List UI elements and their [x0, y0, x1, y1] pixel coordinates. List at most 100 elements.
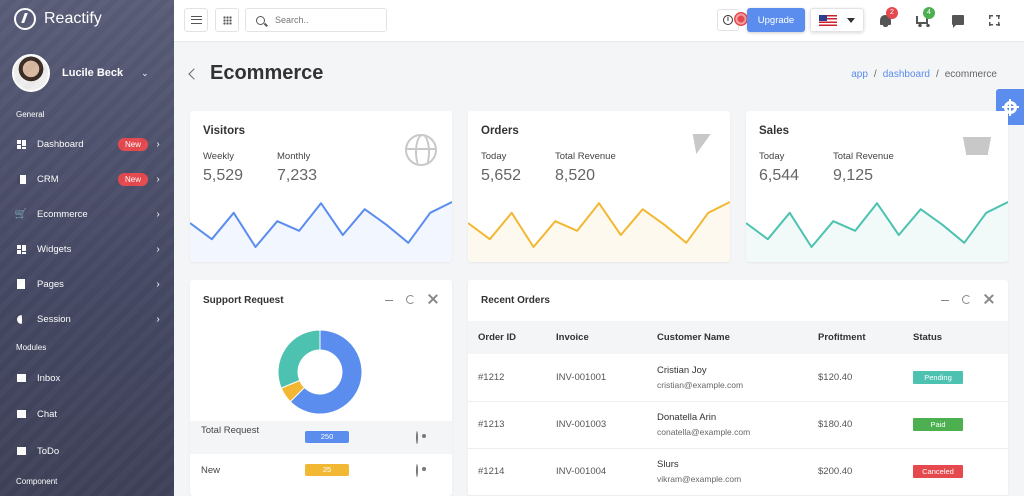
cart-button[interactable]: 4	[915, 7, 935, 27]
column-header[interactable]: Profitment	[818, 332, 866, 343]
breadcrumb-link-app[interactable]: app	[851, 69, 868, 80]
support-request-panel: Support Request Total Request 250 New 25	[190, 280, 452, 496]
topbar: i Upgrade 2 4	[174, 0, 1024, 42]
stat-title: Orders	[481, 125, 519, 137]
view-eye-icon[interactable]	[416, 464, 432, 477]
column-header[interactable]: Invoice	[556, 332, 589, 343]
stat-value: 8,520	[555, 167, 596, 184]
user-profile[interactable]: Lucile Beck ⌄	[12, 54, 149, 92]
sidebar-item-label: Dashboard	[37, 138, 84, 150]
stat-title: Sales	[759, 125, 790, 137]
sidebar-item-inbox[interactable]: Inbox	[16, 368, 162, 388]
orders-table: Order ID Invoice Customer Name Profitmen…	[468, 321, 1008, 496]
stat-value: 9,125	[833, 167, 874, 184]
status-cell: Canceled	[903, 448, 1008, 496]
chat-icon	[16, 409, 26, 419]
fullscreen-button[interactable]	[987, 13, 1001, 27]
order-id: #1213	[468, 401, 546, 449]
notifications-button[interactable]: 2	[878, 7, 898, 27]
refresh-icon[interactable]	[406, 294, 415, 304]
table-row[interactable]: #1213 INV-001003 Donatella Arin conatell…	[468, 401, 1008, 449]
search-input[interactable]	[275, 15, 375, 25]
gear-icon	[1001, 98, 1019, 116]
minimize-icon[interactable]	[385, 299, 393, 301]
sidebar-item-chat[interactable]: Chat	[16, 404, 162, 424]
apps-button[interactable]	[215, 8, 239, 32]
breadcrumb-link-dashboard[interactable]: dashboard	[882, 69, 930, 80]
sparkline-area	[468, 202, 730, 262]
invoice: INV-001004	[546, 448, 647, 496]
sparkline-area	[746, 202, 1008, 262]
panel-title: Support Request	[203, 295, 284, 306]
invoice: INV-001003	[546, 401, 647, 449]
apps-grid-icon	[222, 15, 232, 25]
back-arrow-icon[interactable]	[188, 67, 200, 80]
minimize-icon[interactable]	[941, 299, 949, 301]
stat-label: Monthly	[277, 151, 311, 162]
globe-icon	[404, 133, 438, 167]
upgrade-button[interactable]: Upgrade	[747, 8, 805, 32]
column-header[interactable]: Customer Name	[657, 332, 730, 343]
chevron-right-icon: ›	[156, 243, 160, 255]
panel-title: Recent Orders	[481, 295, 550, 306]
brand-name: Reactify	[44, 10, 102, 27]
visitors-card: Visitors Weekly 5,529 Monthly 7,233	[190, 111, 452, 262]
user-name: Lucile Beck	[62, 67, 124, 79]
sidebar-item-label: Chat	[37, 408, 58, 420]
dashboard-icon	[16, 139, 26, 149]
support-row-label: Total Request	[201, 425, 260, 436]
stat-value: 5,529	[203, 167, 244, 184]
sidebar-item-todo[interactable]: ToDo	[16, 441, 162, 461]
sidebar-item-label: Ecommerce	[37, 208, 88, 220]
table-row[interactable]: #1214 INV-001004 Slurs vikram@example.co…	[468, 448, 1008, 496]
panel-controls	[385, 294, 438, 304]
customer: Cristian Joy cristian@example.com	[647, 354, 808, 402]
orders-sparkline	[468, 201, 730, 262]
customer-email: cristian@example.com	[657, 379, 744, 390]
menu-toggle-button[interactable]	[184, 8, 208, 32]
language-select[interactable]	[810, 8, 864, 32]
view-eye-icon[interactable]	[416, 431, 432, 444]
support-row-total: Total Request 250	[190, 421, 452, 454]
sidebar-item-widgets[interactable]: Widgets ›	[16, 239, 162, 259]
customer-name: Slurs	[657, 459, 679, 470]
sidebar-item-dashboard[interactable]: Dashboard New ›	[16, 134, 162, 154]
section-label-general: General	[16, 110, 45, 119]
bolt-icon	[682, 133, 716, 167]
cart-icon: 🛒	[14, 208, 28, 220]
chat-icon	[952, 15, 964, 28]
profit-amount: $200.40	[808, 448, 903, 496]
info-icon: i	[723, 15, 733, 25]
sparkline-line	[468, 201, 730, 248]
chevron-right-icon: ›	[156, 173, 160, 185]
donut-slice[interactable]	[289, 329, 363, 415]
support-row-new: New 25	[190, 454, 452, 487]
pages-icon	[16, 279, 26, 289]
table-row[interactable]: #1212 INV-001001 Cristian Joy cristian@e…	[468, 354, 1008, 402]
recent-orders-panel: Recent Orders Order ID Invoice Customer …	[468, 280, 1008, 496]
notifications-count-badge: 2	[886, 7, 898, 19]
visitors-sparkline	[190, 201, 452, 262]
close-icon[interactable]	[984, 294, 994, 304]
new-badge: New	[117, 137, 148, 151]
sidebar-item-crm[interactable]: CRM New ›	[16, 169, 162, 189]
column-header[interactable]: Status	[913, 332, 943, 343]
sidebar-item-pages[interactable]: Pages ›	[16, 274, 162, 294]
refresh-icon[interactable]	[962, 294, 971, 304]
sidebar-item-session[interactable]: Session ›	[16, 309, 162, 329]
donut-slice[interactable]	[277, 329, 321, 389]
shopping-cart-icon	[960, 133, 994, 167]
sidebar: Reactify Lucile Beck ⌄ General Dashboard…	[0, 0, 174, 496]
chat-button[interactable]	[951, 13, 965, 28]
column-header[interactable]: Order ID	[478, 332, 517, 343]
table-header-row: Order ID Invoice Customer Name Profitmen…	[468, 321, 1008, 354]
sidebar-item-ecommerce[interactable]: 🛒 Ecommerce ›	[14, 204, 162, 224]
profit-amount: $120.40	[808, 354, 903, 402]
close-icon[interactable]	[428, 294, 438, 304]
sparkline-area	[190, 202, 452, 262]
support-donut-chart	[277, 329, 363, 415]
brand[interactable]: Reactify	[14, 6, 102, 32]
orders-card: Orders Today 5,652 Total Revenue 8,520	[468, 111, 730, 262]
widgets-icon	[16, 244, 26, 254]
support-row-label: New	[201, 465, 221, 476]
